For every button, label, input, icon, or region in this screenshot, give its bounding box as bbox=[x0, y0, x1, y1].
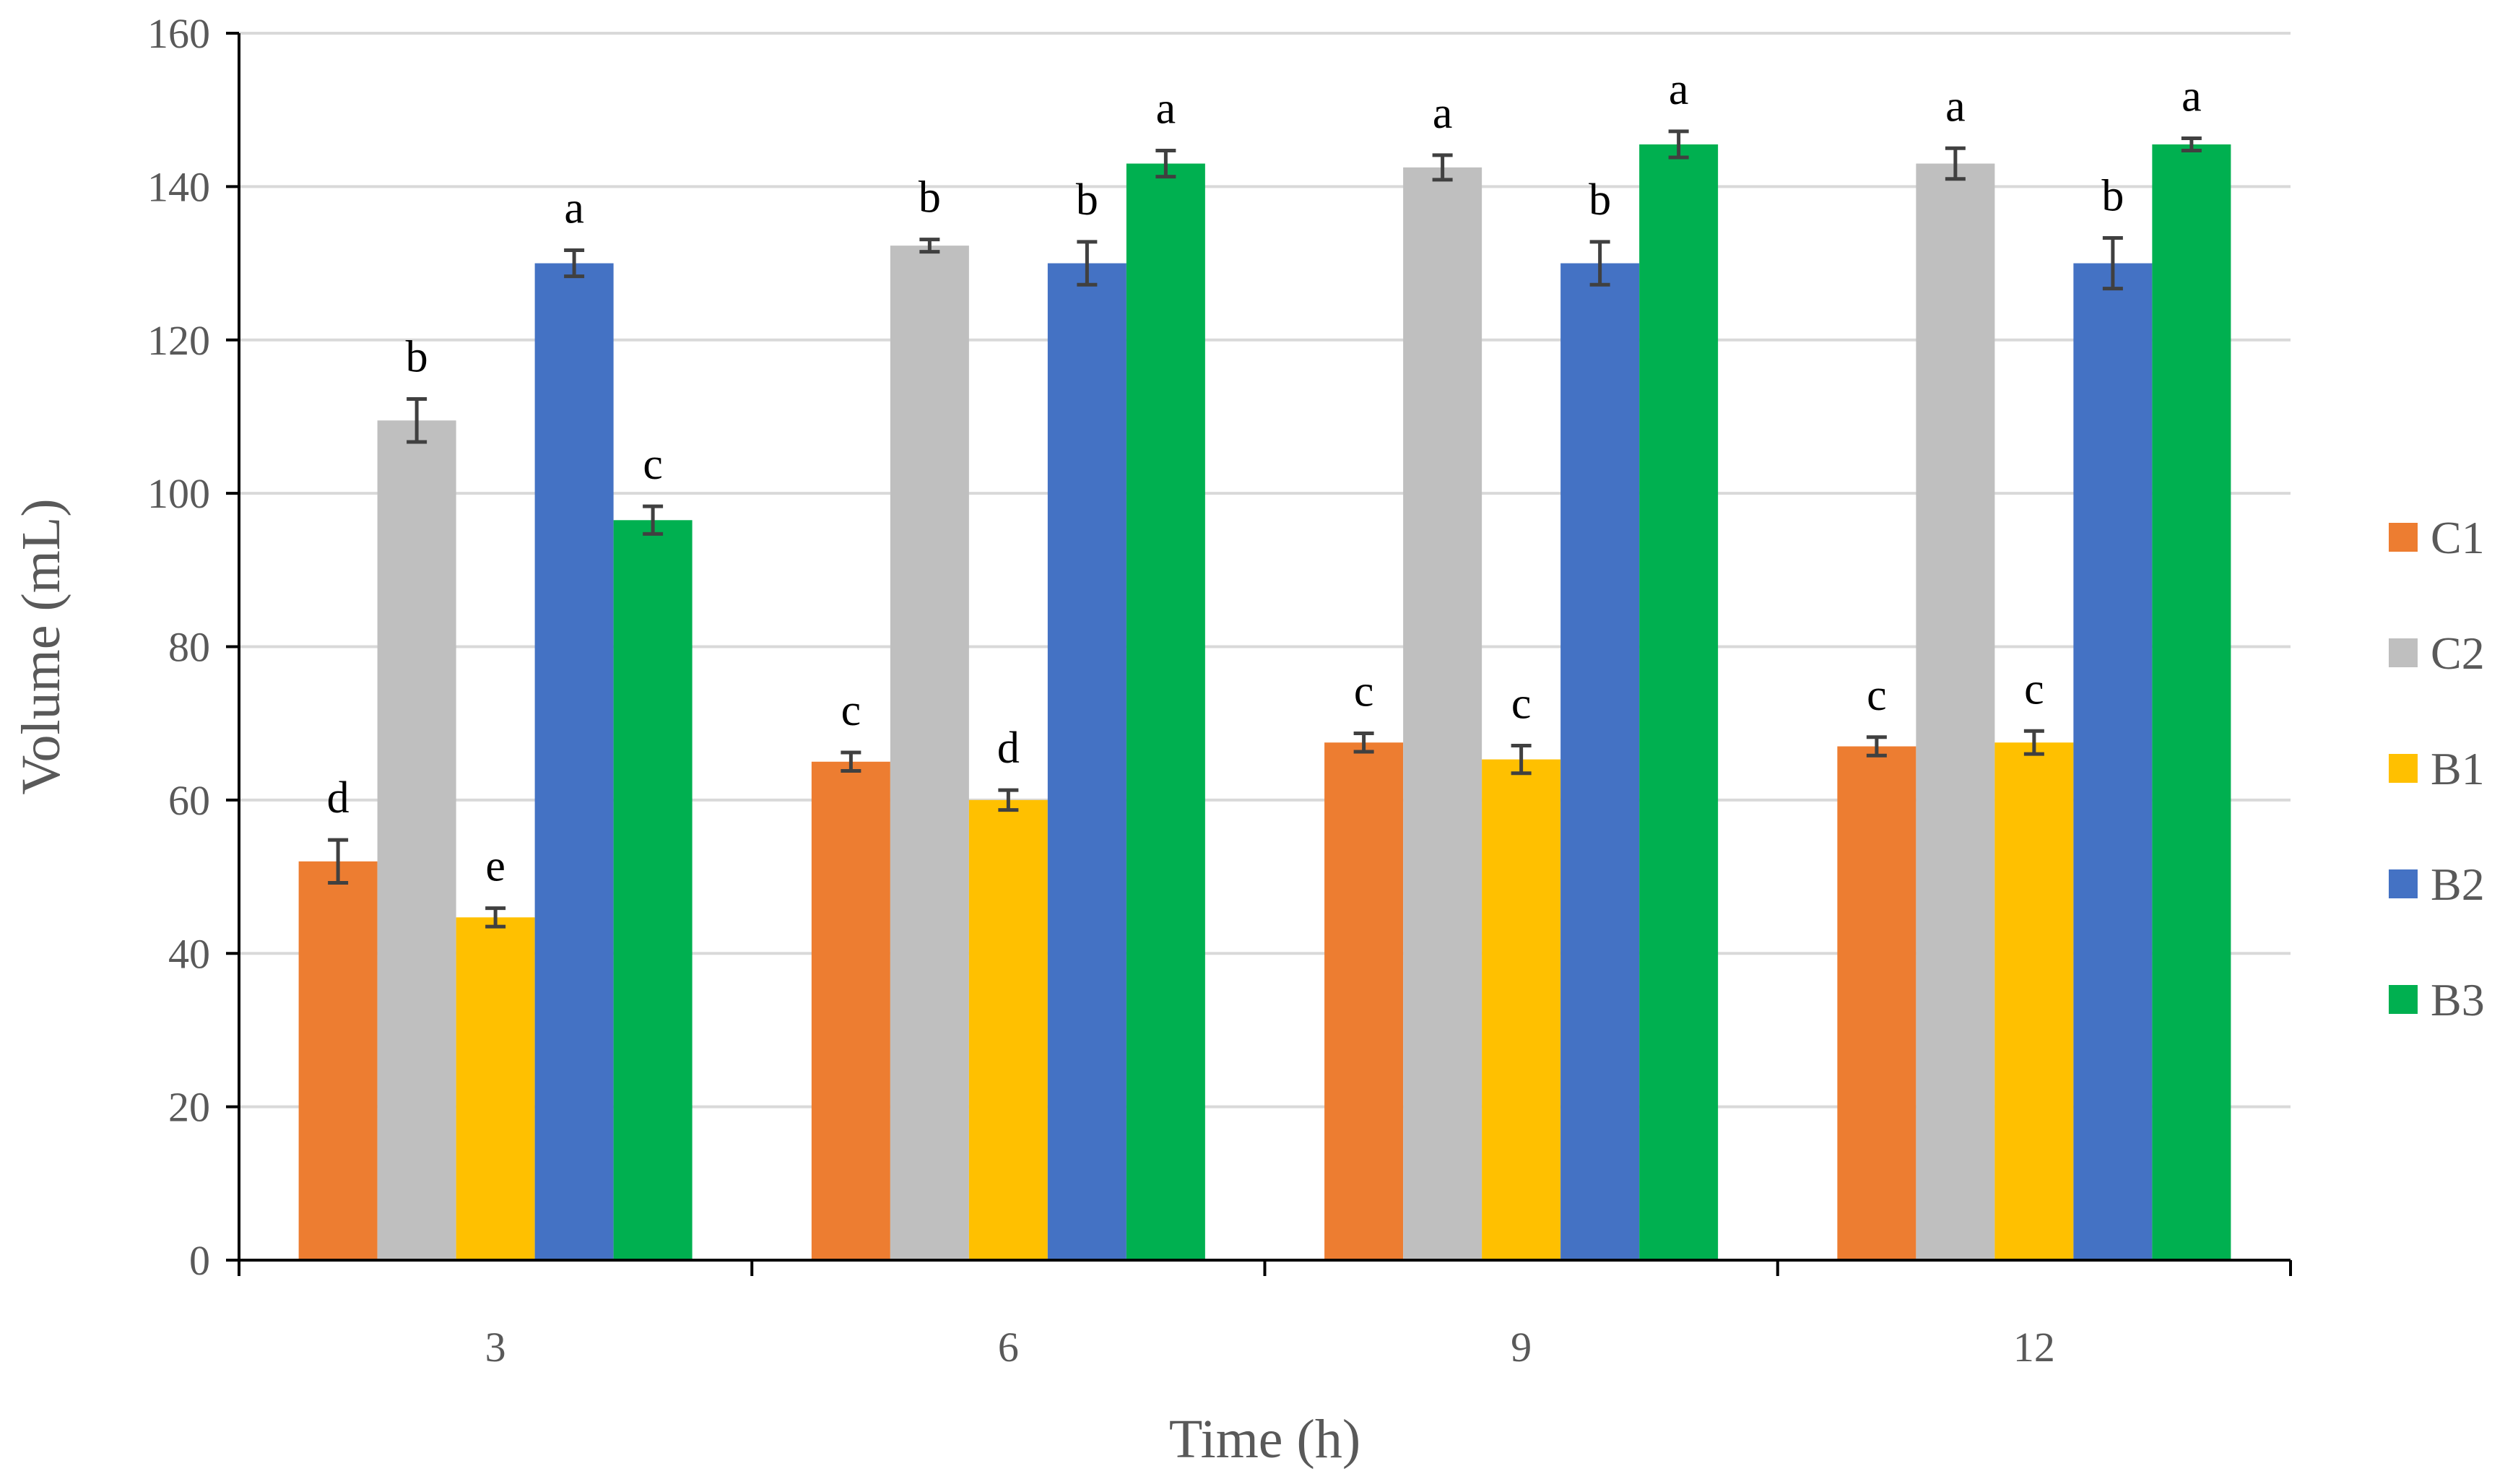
bar-C2-9 bbox=[1403, 167, 1482, 1260]
error-bar-C1-6 bbox=[841, 750, 861, 773]
x-tick-label-6: 6 bbox=[998, 1324, 1019, 1371]
error-bar-C2-9 bbox=[1432, 153, 1453, 182]
y-tick-label-40: 40 bbox=[168, 930, 210, 977]
error-bar-B2-6 bbox=[1077, 240, 1098, 287]
y-tick-label-20: 20 bbox=[168, 1084, 210, 1131]
axes: 0 20 40 60 80 100 120 140 160 3 6 9 12 bbox=[147, 10, 2292, 1371]
y-tick-label-120: 120 bbox=[147, 317, 210, 364]
bar-B3-3 bbox=[613, 520, 693, 1260]
legend-label-C1: C1 bbox=[2431, 512, 2485, 563]
sig-label-B2-9: b bbox=[1589, 175, 1611, 225]
x-tick-label-3: 3 bbox=[485, 1324, 506, 1371]
sig-label-B3-9: a bbox=[1669, 65, 1689, 114]
sig-label-B2-12: b bbox=[2101, 172, 2124, 221]
sig-label-C2-9: a bbox=[1433, 89, 1453, 138]
error-bars bbox=[328, 129, 2202, 929]
y-tick-label-100: 100 bbox=[147, 470, 210, 517]
legend-item-B1: B1 bbox=[2389, 743, 2485, 794]
significance-labels: d c c c b b a a e d c c a b b b c a a a bbox=[327, 65, 2202, 891]
legend-item-C1: C1 bbox=[2389, 512, 2485, 563]
bar-B3-12 bbox=[2152, 144, 2231, 1260]
sig-label-C1-12: c bbox=[1867, 671, 1887, 720]
y-tick-label-140: 140 bbox=[147, 163, 210, 210]
x-tick-label-9: 9 bbox=[1511, 1324, 1532, 1371]
error-bar-B2-12 bbox=[2102, 236, 2123, 291]
bar-B3-9 bbox=[1639, 144, 1719, 1260]
error-bar-B1-3 bbox=[485, 906, 506, 929]
error-bar-C1-12 bbox=[1866, 735, 1887, 758]
sig-label-B3-6: a bbox=[1156, 84, 1176, 133]
error-bar-B3-9 bbox=[1668, 129, 1689, 160]
bar-C1-12 bbox=[1837, 746, 1916, 1260]
legend-swatch-C1 bbox=[2389, 523, 2418, 552]
legend-label-B2: B2 bbox=[2431, 859, 2485, 910]
legend-item-C2: C2 bbox=[2389, 628, 2485, 679]
bar-B1-12 bbox=[1994, 742, 2074, 1260]
error-bar-C2-12 bbox=[1945, 146, 1966, 181]
bar-C1-3 bbox=[298, 861, 378, 1260]
error-bar-B3-6 bbox=[1155, 148, 1176, 179]
legend-swatch-B3 bbox=[2389, 985, 2418, 1014]
error-bar-C2-6 bbox=[919, 238, 940, 254]
sig-label-B3-3: c bbox=[643, 440, 663, 489]
sig-label-B2-6: b bbox=[1076, 175, 1098, 225]
sig-label-C2-3: b bbox=[406, 333, 428, 382]
legend-swatch-B1 bbox=[2389, 754, 2418, 783]
sig-label-B1-12: c bbox=[2024, 664, 2044, 713]
bar-B1-6 bbox=[968, 799, 1048, 1260]
legend-label-B3: B3 bbox=[2431, 974, 2485, 1025]
error-bar-B3-3 bbox=[643, 504, 664, 536]
bar-C1-9 bbox=[1324, 742, 1404, 1260]
y-tick-label-60: 60 bbox=[168, 777, 210, 824]
y-tick-label-160: 160 bbox=[147, 10, 210, 57]
sig-label-B2-3: a bbox=[564, 184, 584, 233]
sig-label-C2-6: b bbox=[919, 173, 941, 222]
error-bar-B1-12 bbox=[2023, 729, 2044, 756]
sig-label-C1-9: c bbox=[1354, 667, 1374, 716]
bar-B2-6 bbox=[1047, 263, 1126, 1260]
legend: C1 C2 B1 B2 B3 bbox=[2389, 512, 2485, 1025]
sig-label-B1-9: c bbox=[1511, 679, 1532, 728]
legend-item-B3: B3 bbox=[2389, 974, 2485, 1025]
bar-C2-6 bbox=[890, 246, 969, 1260]
legend-label-C2: C2 bbox=[2431, 628, 2485, 679]
bar-B2-12 bbox=[2073, 263, 2153, 1260]
bars bbox=[298, 144, 2231, 1261]
legend-swatch-B2 bbox=[2389, 869, 2418, 898]
error-bar-B3-12 bbox=[2181, 136, 2202, 152]
sig-label-C1-6: c bbox=[841, 686, 861, 735]
sig-label-C1-3: d bbox=[327, 773, 350, 823]
y-tick-label-80: 80 bbox=[168, 624, 210, 671]
bar-C2-12 bbox=[1916, 163, 1995, 1260]
error-bar-C1-9 bbox=[1353, 731, 1374, 754]
sig-label-B3-12: a bbox=[2181, 71, 2202, 121]
y-axis-title: Volume (mL) bbox=[11, 498, 71, 794]
bar-B1-9 bbox=[1482, 759, 1561, 1260]
bar-B2-3 bbox=[534, 263, 614, 1260]
x-tick-label-12: 12 bbox=[2013, 1324, 2055, 1371]
legend-item-B2: B2 bbox=[2389, 859, 2485, 910]
error-bar-B1-9 bbox=[1511, 743, 1532, 776]
x-axis-title: Time (h) bbox=[1169, 1409, 1360, 1470]
bar-C2-3 bbox=[377, 420, 456, 1261]
bar-B1-3 bbox=[456, 917, 535, 1260]
sig-label-C2-12: a bbox=[1945, 82, 1966, 131]
error-bar-B2-3 bbox=[564, 248, 585, 279]
legend-label-B1: B1 bbox=[2431, 743, 2485, 794]
y-tick-label-0: 0 bbox=[189, 1237, 210, 1284]
error-bar-B1-6 bbox=[998, 788, 1019, 812]
sig-label-B1-3: e bbox=[485, 842, 505, 891]
bar-B3-6 bbox=[1126, 163, 1205, 1260]
error-bar-C1-3 bbox=[328, 838, 349, 885]
error-bar-C2-3 bbox=[407, 397, 427, 444]
legend-swatch-C2 bbox=[2389, 638, 2418, 667]
bar-B2-9 bbox=[1560, 263, 1640, 1260]
error-bar-B2-9 bbox=[1589, 240, 1610, 287]
sig-label-B1-6: d bbox=[997, 724, 1020, 773]
bar-C1-6 bbox=[811, 761, 890, 1260]
